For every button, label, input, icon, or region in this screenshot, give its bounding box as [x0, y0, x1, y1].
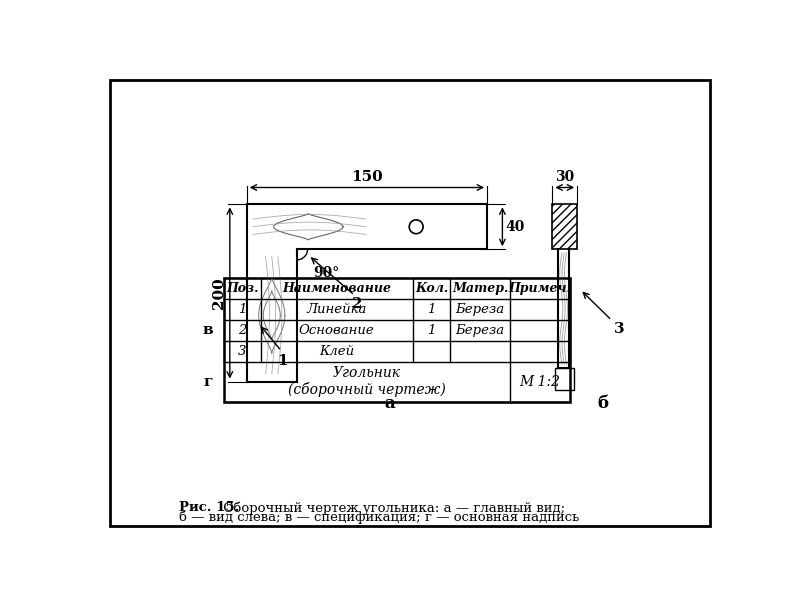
Text: 1: 1	[278, 354, 288, 368]
Text: Сборочный чертеж угольника: а — главный вид;: Сборочный чертеж угольника: а — главный …	[219, 501, 565, 515]
Text: г: г	[203, 374, 213, 389]
Text: 3: 3	[238, 344, 246, 358]
Text: 40: 40	[506, 220, 525, 234]
Text: Основание: Основание	[299, 324, 374, 337]
Text: б: б	[597, 395, 608, 412]
Text: б — вид слева; в — спецификация; г — основная надпись: б — вид слева; в — спецификация; г — осн…	[179, 511, 579, 524]
Text: 150: 150	[351, 170, 382, 184]
Text: 1: 1	[427, 303, 436, 316]
Bar	[224, 278, 570, 401]
Text: 2: 2	[238, 324, 246, 337]
Text: 1: 1	[238, 303, 246, 316]
Text: Береза: Береза	[455, 324, 505, 337]
Text: Наименование: Наименование	[282, 282, 391, 295]
Text: Кол.: Кол.	[415, 282, 448, 295]
Text: Линейка: Линейка	[306, 303, 367, 316]
Text: Береза: Береза	[455, 303, 505, 316]
Text: 90°: 90°	[314, 266, 340, 280]
Text: в: в	[202, 323, 213, 337]
Bar	[553, 205, 577, 249]
Text: М 1:2: М 1:2	[520, 374, 561, 389]
Bar	[554, 368, 574, 390]
Text: Рис. 15.: Рис. 15.	[179, 502, 239, 514]
Text: Матер.: Матер.	[452, 282, 508, 295]
Text: 30: 30	[555, 170, 574, 184]
Text: 1: 1	[427, 324, 436, 337]
Text: а: а	[385, 395, 395, 412]
Text: 3: 3	[614, 322, 625, 336]
Text: Угольник
(сборочный чертеж): Угольник (сборочный чертеж)	[288, 366, 446, 397]
Text: Примеч.: Примеч.	[509, 282, 571, 295]
Text: Поз.: Поз.	[226, 282, 258, 295]
Text: 2: 2	[352, 297, 363, 311]
Text: 200: 200	[212, 277, 226, 309]
Text: Клей: Клей	[319, 344, 354, 358]
